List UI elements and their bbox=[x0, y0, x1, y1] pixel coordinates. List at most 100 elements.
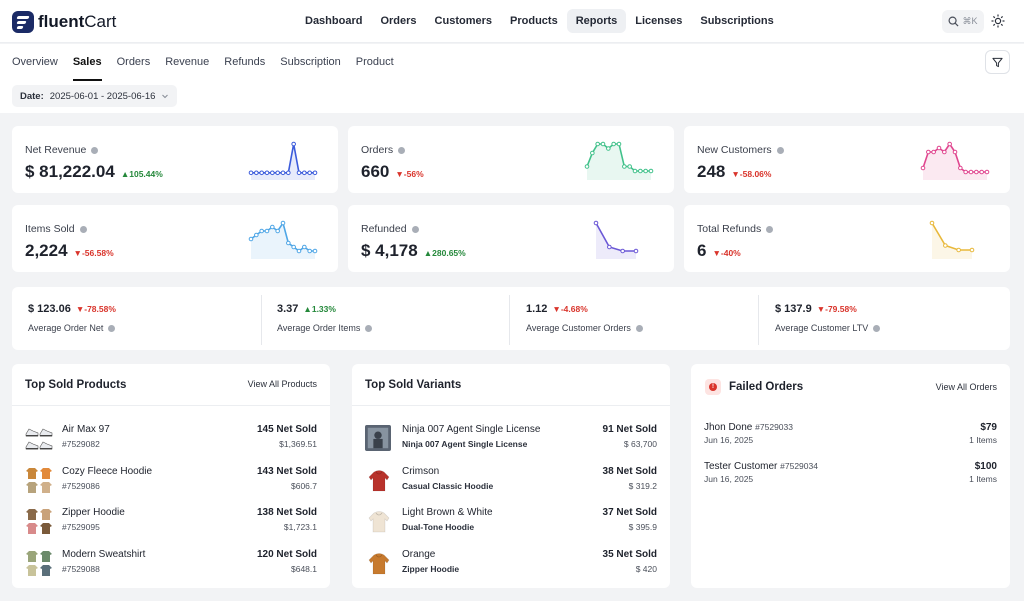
failed-orders-card: ! Failed Orders View All Orders Jhon Don… bbox=[691, 364, 1010, 588]
total-refunds-card: Total Refunds 6 ▼-40% bbox=[684, 205, 1010, 272]
arrow-down-icon: ▼ bbox=[712, 248, 721, 258]
refunded-sparkline-point bbox=[620, 248, 625, 254]
nav-dashboard[interactable]: Dashboard bbox=[305, 15, 363, 27]
fluentcart-logo-icon bbox=[12, 11, 34, 33]
search-button[interactable]: ⌘K bbox=[942, 10, 984, 33]
average-metrics-card: $ 123.06 ▼-78.58% Average Order Net 3.37 ▲1… bbox=[12, 287, 1010, 350]
tab-sales[interactable]: Sales bbox=[72, 54, 102, 81]
theme-toggle-sun-icon[interactable] bbox=[991, 14, 1005, 28]
variant-row[interactable]: Orange Zipper Hoodie 35 Net Sold $ 420 bbox=[352, 545, 670, 585]
brand-logo[interactable]: fluentCart bbox=[12, 11, 116, 33]
orders-sparkline-point bbox=[595, 141, 600, 147]
refunded-sparkline-point bbox=[593, 220, 599, 226]
orders-sparkline-point bbox=[643, 168, 648, 174]
failed-order-row[interactable]: Tester Customer #7529034 Jun 16, 2025 $1… bbox=[691, 457, 1010, 497]
info-icon[interactable] bbox=[766, 225, 774, 233]
variant-name[interactable]: Ninja 007 Agent Single License bbox=[402, 424, 541, 435]
total-refunds-sparkline-point bbox=[956, 247, 961, 253]
tab-revenue[interactable]: Revenue bbox=[165, 56, 210, 68]
failed-order-customer[interactable]: Jhon Done #7529033 bbox=[704, 422, 793, 433]
variant-row[interactable]: Light Brown & White Dual-Tone Hoodie 37 … bbox=[352, 503, 670, 543]
chevron-down-icon bbox=[162, 94, 169, 99]
product-name[interactable]: Cozy Fleece Hoodie bbox=[62, 465, 153, 477]
product-row[interactable]: Cozy Fleece Hoodie #7529086 143 Net Sold… bbox=[12, 462, 330, 502]
date-range-picker[interactable]: Date: 2025-06-01 - 2025-06-16 bbox=[12, 85, 178, 107]
items-sold-sparkline-point bbox=[280, 220, 286, 226]
product-name[interactable]: Modern Sweatshirt bbox=[62, 548, 146, 560]
top-products-title: Top Sold Products bbox=[25, 379, 127, 391]
refunded-value-row: $ 4,178 ▲280.65% bbox=[361, 241, 466, 261]
net-revenue-delta: ▲105.44% bbox=[120, 169, 163, 179]
total-refunds-sparkline bbox=[929, 220, 975, 259]
net-revenue-sparkline-point bbox=[275, 170, 280, 176]
product-name[interactable]: Zipper Hoodie bbox=[62, 507, 125, 518]
new-customers-card: New Customers 248 ▼-58.06% bbox=[684, 126, 1010, 193]
new-customers-sparkline-point bbox=[968, 169, 974, 175]
product-id: #7529086 bbox=[62, 480, 100, 491]
new-customers-value-row: 248 ▼-58.06% bbox=[697, 162, 771, 182]
variant-net-sold: 37 Net Sold bbox=[602, 507, 657, 518]
info-icon[interactable] bbox=[91, 146, 99, 154]
tab-refunds[interactable]: Refunds bbox=[224, 56, 266, 68]
variant-amount: $ 319.2 bbox=[628, 480, 657, 491]
items-sold-sparkline-point bbox=[259, 228, 264, 234]
info-icon[interactable] bbox=[108, 324, 116, 332]
variant-row[interactable]: Crimson Casual Classic Hoodie 38 Net Sol… bbox=[352, 462, 670, 502]
nav-licenses[interactable]: Licenses bbox=[635, 15, 683, 27]
info-icon[interactable] bbox=[635, 324, 643, 332]
average-customer-ltv-label: Average Customer LTV bbox=[775, 323, 869, 333]
failed-order-customer[interactable]: Tester Customer #7529034 bbox=[704, 461, 818, 472]
nav-reports[interactable]: Reports bbox=[566, 9, 627, 33]
variant-name[interactable]: Crimson bbox=[402, 465, 440, 477]
info-icon[interactable] bbox=[398, 146, 406, 154]
nav-products[interactable]: Products bbox=[510, 15, 558, 27]
view-all-orders-link[interactable]: View All Orders bbox=[935, 382, 997, 392]
top-variants-title: Top Sold Variants bbox=[365, 379, 462, 391]
total-refunds-sparkline-point bbox=[943, 243, 948, 248]
total-refunds-label: Total Refunds bbox=[697, 223, 774, 235]
info-icon[interactable] bbox=[873, 324, 881, 332]
items-sold-sparkline-point bbox=[307, 248, 312, 254]
net-revenue-sparkline-point bbox=[296, 170, 302, 176]
net-revenue-sparkline-point bbox=[254, 170, 259, 176]
arrow-up-icon: ▲ bbox=[303, 304, 312, 314]
new-customers-sparkline bbox=[920, 141, 990, 180]
average-customer-ltv-value: $ 137.9 bbox=[775, 303, 812, 315]
orders-sparkline-point bbox=[622, 164, 627, 169]
variant-net-sold: 91 Net Sold bbox=[602, 424, 657, 435]
view-all-products-link[interactable]: View All Products bbox=[247, 379, 317, 389]
top-bar: fluentCart Dashboard Orders Customers Pr… bbox=[0, 0, 1024, 43]
product-row[interactable]: Air Max 97 #7529082 145 Net Sold $1,369.… bbox=[12, 420, 330, 460]
variant-row[interactable]: Ninja 007 Agent Single License Ninja 007… bbox=[352, 420, 670, 460]
tab-subscription[interactable]: Subscription bbox=[280, 56, 341, 68]
filter-button[interactable] bbox=[985, 50, 1010, 74]
arrow-down-icon: ▼ bbox=[75, 304, 85, 314]
date-range-value: 2025-06-01 - 2025-06-16 bbox=[49, 90, 156, 102]
orders-card: Orders 660 ▼-56% bbox=[348, 126, 674, 193]
variant-name[interactable]: Orange bbox=[402, 548, 436, 560]
tab-product[interactable]: Product bbox=[355, 56, 394, 68]
top-sold-variants-card: Top Sold Variants Ninja 007 Agent Single… bbox=[352, 364, 670, 588]
failed-order-id: #7529033 bbox=[755, 422, 793, 432]
info-icon[interactable] bbox=[776, 146, 784, 154]
crimson-hoodie-thumbnail bbox=[368, 469, 390, 491]
total-refunds-sparkline-point bbox=[929, 220, 935, 226]
arrow-up-icon: ▲ bbox=[423, 248, 433, 258]
product-row[interactable]: Zipper Hoodie #7529095 138 Net Sold $1,7… bbox=[12, 503, 330, 543]
failed-order-row[interactable]: Jhon Done #7529033 Jun 16, 2025 $79 1 It… bbox=[691, 418, 1010, 458]
product-name[interactable]: Air Max 97 bbox=[62, 424, 110, 435]
variant-name[interactable]: Light Brown & White bbox=[402, 507, 493, 518]
info-icon[interactable] bbox=[411, 225, 419, 233]
nav-orders[interactable]: Orders bbox=[380, 15, 417, 27]
tab-orders[interactable]: Orders bbox=[116, 56, 151, 68]
items-sold-sparkline-point bbox=[302, 244, 307, 250]
orders-sparkline-point bbox=[600, 141, 606, 147]
info-icon[interactable] bbox=[365, 324, 373, 332]
nav-customers[interactable]: Customers bbox=[434, 15, 493, 27]
product-amount: $1,723.1 bbox=[283, 522, 317, 532]
info-icon[interactable] bbox=[79, 225, 87, 233]
tab-overview[interactable]: Overview bbox=[12, 56, 58, 68]
nav-subscriptions[interactable]: Subscriptions bbox=[700, 15, 774, 27]
orders-sparkline-point bbox=[648, 168, 654, 174]
product-row[interactable]: Modern Sweatshirt #7529088 120 Net Sold … bbox=[12, 545, 330, 585]
